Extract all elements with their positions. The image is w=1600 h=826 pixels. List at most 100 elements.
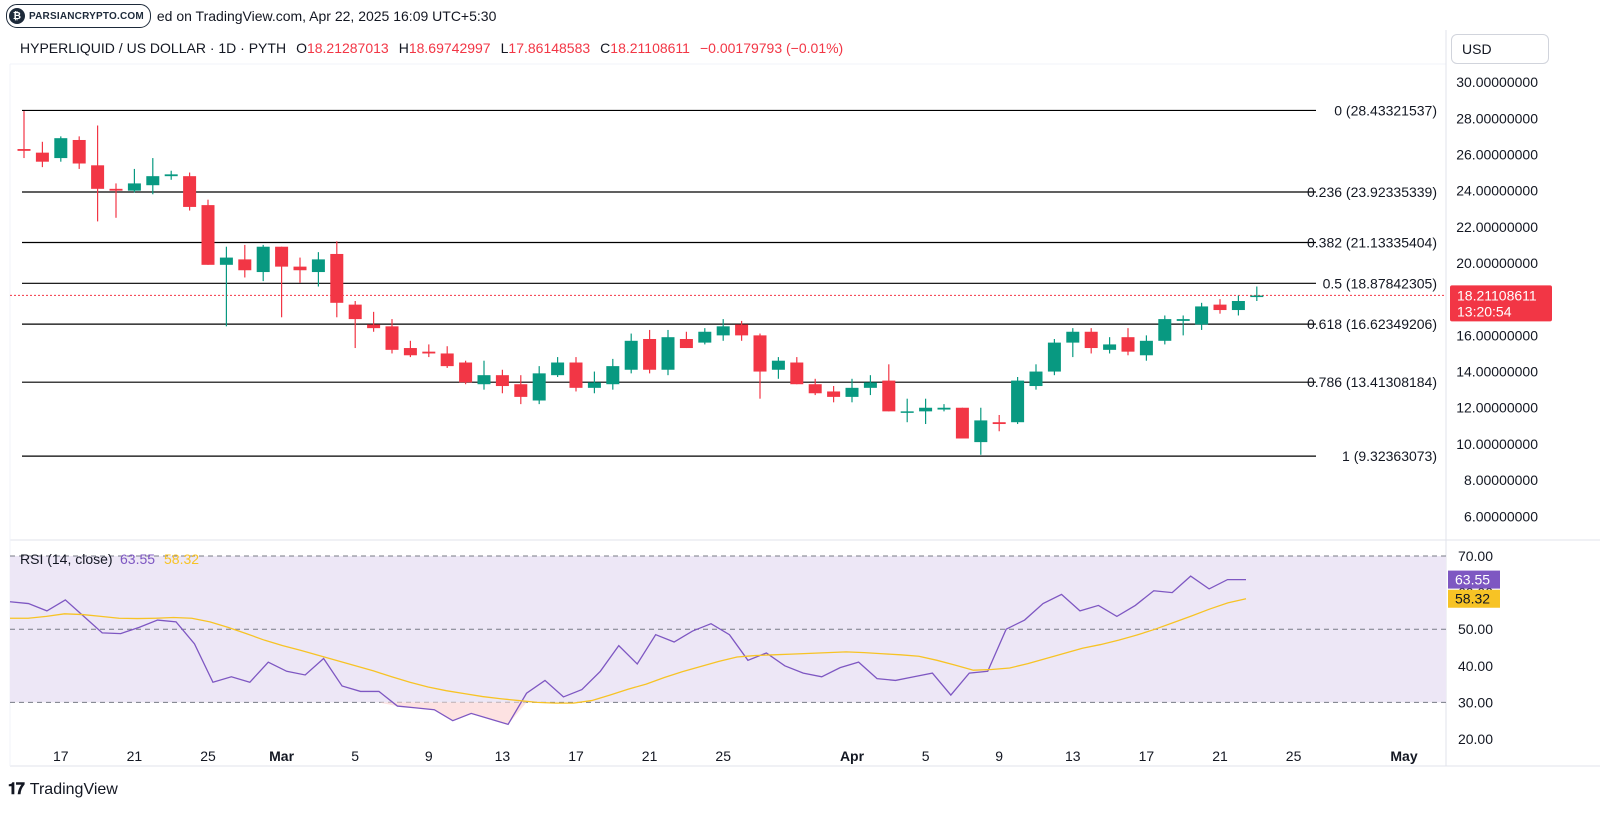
rsi-ma-tag [1448, 589, 1500, 608]
candle-body [109, 188, 123, 191]
time-axis-tick: 5 [922, 748, 930, 764]
candle-body [919, 407, 933, 412]
published-text: ed on TradingView.com, Apr 22, 2025 16:0… [156, 8, 497, 24]
rsi-background-band [10, 555, 1446, 703]
candle-body [992, 422, 1006, 425]
open-label: O [296, 40, 307, 56]
candle-body [311, 259, 325, 273]
open-value: 18.21287013 [306, 40, 389, 56]
symbol-legend: HYPERLIQUID / US DOLLAR · 1D · PYTH O 18… [20, 40, 853, 56]
candle-body [477, 375, 491, 385]
tradingview-footer: 𝟏𝟕 TradingView [8, 778, 118, 802]
candle-body [551, 362, 565, 376]
rsi-value-tag-text: 63.55 [1455, 572, 1490, 588]
candle-body [275, 246, 289, 267]
last-price-value: 18.21108611 [1457, 287, 1537, 303]
candle-body [845, 387, 859, 397]
price-axis-tick: 28.00000000 [1456, 110, 1538, 126]
candle-body [643, 338, 657, 370]
fib-level-label: 0 (28.43321537) [1334, 102, 1437, 118]
candle-body [72, 139, 86, 164]
candle-body [385, 326, 399, 350]
candle-body [1176, 319, 1190, 321]
time-axis-tick: 13 [495, 748, 511, 764]
price-axis-tick: 10.00000000 [1456, 436, 1538, 452]
close-label: C [600, 40, 611, 56]
candle-body [900, 411, 914, 413]
candle-body [164, 174, 178, 177]
fib-level-label: 0.786 (13.41308184) [1307, 374, 1437, 390]
time-axis-tick: 21 [1212, 748, 1228, 764]
candle-body [219, 257, 233, 265]
rsi-axis-tick: 50.00 [1458, 621, 1493, 637]
watermark-text: PARSIANCRYPTO.COM [29, 10, 144, 22]
price-axis-tick: 24.00000000 [1456, 183, 1538, 199]
candle-body [1158, 319, 1172, 341]
candle-body [440, 353, 454, 367]
candle-body [790, 362, 804, 385]
candle-body [422, 351, 436, 354]
rsi-legend-value: 63.55 [120, 551, 155, 567]
price-countdown: 13:20:54 [1457, 303, 1512, 319]
candle-body [238, 259, 252, 271]
candle-body [256, 246, 270, 273]
candle-body [1084, 331, 1098, 349]
candle-body [201, 205, 215, 265]
candle-body [808, 384, 822, 394]
candle-body [91, 165, 105, 189]
time-axis-tick: Mar [269, 748, 294, 764]
time-axis-tick: 25 [715, 748, 731, 764]
candle-body [1103, 344, 1117, 350]
candle-body [293, 266, 307, 271]
candle-body [17, 149, 31, 151]
price-axis-tick: 14.00000000 [1456, 364, 1538, 380]
candle-body [606, 366, 620, 385]
tradingview-logo-icon: 𝟏𝟕 [8, 781, 25, 798]
fib-level-label: 0.382 (21.13335404) [1307, 235, 1437, 251]
rsi-axis-tick: 20.00 [1458, 731, 1493, 747]
footer-brand: TradingView [29, 781, 118, 798]
candle-body [330, 253, 344, 303]
rsi-axis-tick: 40.00 [1458, 658, 1493, 674]
time-axis-tick: 21 [642, 748, 658, 764]
symbol-title: HYPERLIQUID / US DOLLAR · 1D · PYTH [20, 40, 287, 56]
currency-button[interactable]: USD [1451, 34, 1549, 64]
rsi-axis-tick: 70.00 [1458, 548, 1493, 564]
candle-body [955, 407, 969, 439]
candle-body [403, 348, 417, 356]
time-axis-tick: 17 [568, 748, 584, 764]
candle-body [1231, 301, 1245, 311]
close-value: 18.21108611 [610, 40, 690, 56]
candle-body [827, 391, 841, 397]
candle-body [1029, 371, 1043, 387]
candle-body [127, 183, 141, 191]
price-axis-tick: 12.00000000 [1456, 400, 1538, 416]
change-value: −0.00179793 (−0.01%) [699, 40, 844, 56]
candle-body [1250, 295, 1264, 298]
price-axis-tick: 16.00000000 [1456, 327, 1538, 343]
candle-body [698, 331, 712, 343]
time-axis-tick: 25 [200, 748, 216, 764]
price-axis-tick: 6.00000000 [1464, 508, 1538, 524]
candle-body [495, 375, 509, 387]
time-axis-tick: 21 [127, 748, 143, 764]
candle-body [587, 382, 601, 388]
high-label: H [398, 40, 409, 56]
time-axis-tick: Apr [840, 748, 865, 764]
publish-header: ₿ PARSIANCRYPTO.COM ed on TradingView.co… [0, 0, 1600, 32]
fib-level-label: 0.5 (18.87842305) [1323, 275, 1437, 291]
candle-body [735, 324, 749, 336]
candle-body [771, 360, 785, 370]
rsi-ma-line [10, 598, 1247, 704]
rsi-value-tag [1448, 570, 1500, 589]
candle-body [35, 152, 49, 162]
candle-body [146, 176, 160, 186]
fib-level-label: 0.236 (23.92335339) [1307, 184, 1437, 200]
candle-body [1139, 340, 1153, 356]
time-axis-tick: 17 [53, 748, 69, 764]
price-axis-tick: 30.00000000 [1456, 74, 1538, 90]
time-axis-tick: 9 [425, 748, 433, 764]
candle-body [1011, 380, 1025, 423]
candle-body [1047, 342, 1061, 372]
